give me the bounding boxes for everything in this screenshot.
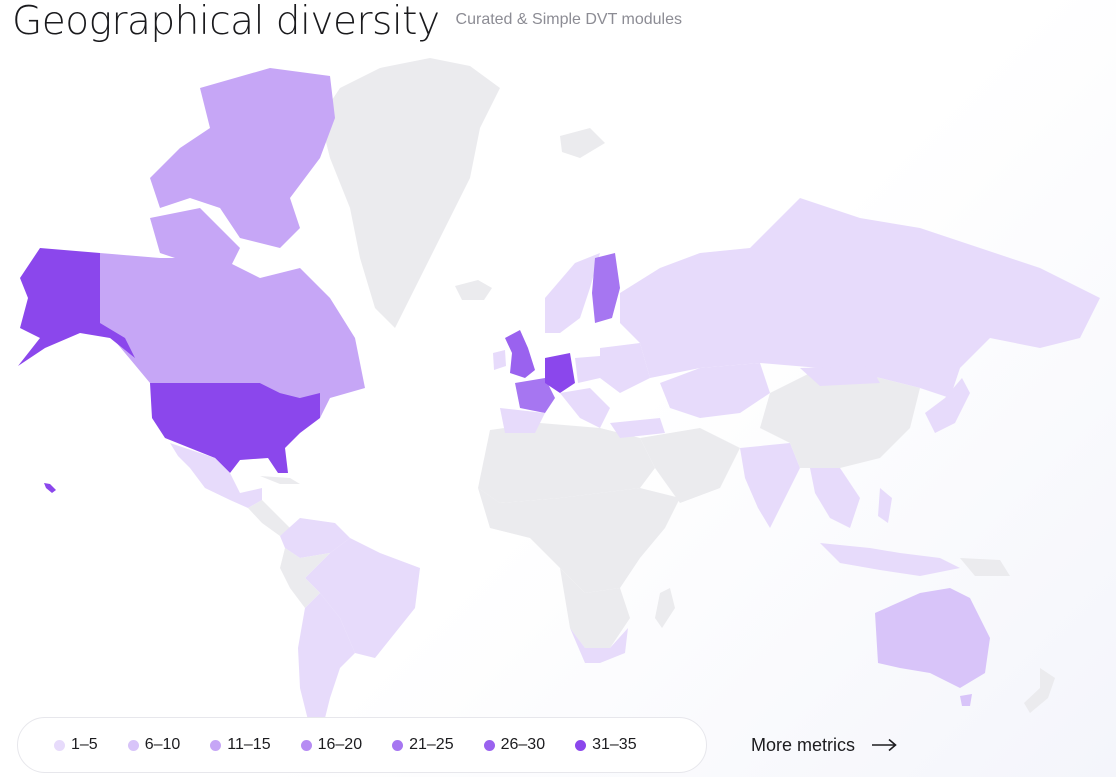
page-subtitle: Curated & Simple DVT modules [455,11,682,28]
legend-dot [483,739,495,751]
country-united-kingdom[interactable] [505,330,535,378]
legend-dot [300,739,312,751]
country-colombia-venezuela[interactable] [280,518,350,558]
country-india[interactable] [740,443,800,528]
country-middle-east[interactable] [640,428,740,503]
country-norway-sweden[interactable] [545,253,600,333]
country-central-america[interactable] [248,500,290,536]
header: Geographical diversity Curated & Simple … [12,0,682,48]
country-germany[interactable] [545,353,575,393]
country-cuba[interactable] [260,476,300,484]
legend-label: 16–20 [317,736,363,753]
country-papua[interactable] [960,558,1010,576]
country-philippines[interactable] [878,488,892,523]
country-argentina-chile[interactable] [298,593,355,728]
legend-label: 31–35 [592,736,637,753]
legend: 1–5 6–10 11–15 16–20 21–25 26–30 31–35 [17,717,707,773]
country-united-states[interactable] [150,383,320,473]
country-new-zealand[interactable] [1024,668,1055,713]
legend-label: 21–25 [409,736,454,753]
legend-dot [575,739,587,751]
legend-label: 26–30 [500,736,546,753]
more-metrics-label: More metrics [751,734,856,755]
country-peru-bolivia[interactable] [280,548,330,608]
legend-item: 11–15 [210,736,271,754]
country-central-africa[interactable] [478,488,680,593]
country-brazil[interactable] [305,538,420,658]
country-greenland[interactable] [320,58,500,328]
country-north-africa[interactable] [478,423,655,503]
country-hawaii[interactable] [44,483,56,493]
legend-item: 31–35 [575,736,637,754]
country-mexico[interactable] [170,443,262,508]
arrow-right-icon [872,738,897,752]
country-iceland[interactable] [455,280,492,300]
legend-dot [127,739,139,751]
country-canada[interactable] [100,253,365,418]
page-title: Geographical diversity [12,0,440,44]
legend-dot [392,739,404,751]
country-madagascar[interactable] [655,588,675,628]
legend-item: 26–30 [483,736,546,754]
legend-item: 21–25 [392,736,454,754]
country-spain-portugal[interactable] [500,408,545,433]
country-southeast-asia[interactable] [810,468,860,528]
country-south-africa[interactable] [570,628,628,663]
country-canada-islands-2[interactable] [150,208,240,268]
country-indonesia[interactable] [820,543,960,576]
legend-item: 16–20 [300,736,363,754]
country-central-asia[interactable] [660,363,770,418]
legend-label: 1–5 [71,736,98,753]
legend-label: 6–10 [144,736,181,753]
legend-dot [210,739,222,751]
country-poland[interactable] [575,356,600,383]
country-ireland[interactable] [493,350,506,370]
legend-item: 1–5 [54,736,98,754]
country-ukraine-eastern-europe[interactable] [600,343,650,393]
country-alaska[interactable] [18,248,135,366]
country-france[interactable] [515,378,555,413]
country-china[interactable] [760,368,920,468]
country-mongolia[interactable] [800,366,880,386]
world-map [0,48,1116,728]
country-australia[interactable] [875,588,990,688]
country-svalbard[interactable] [560,128,605,158]
legend-label: 11–15 [227,736,271,753]
country-turkey[interactable] [610,418,665,438]
country-finland[interactable] [592,253,620,323]
legend-dot [54,739,65,751]
legend-item: 6–10 [127,736,181,754]
world-map-svg [18,58,1100,728]
more-metrics-link[interactable]: More metrics [751,730,897,760]
country-korea-japan[interactable] [925,378,970,433]
country-russia[interactable] [620,198,1100,398]
country-southern-africa[interactable] [560,568,630,648]
country-italy-balkans[interactable] [560,388,610,428]
country-tasmania[interactable] [960,694,972,706]
country-canada-islands[interactable] [150,68,335,248]
